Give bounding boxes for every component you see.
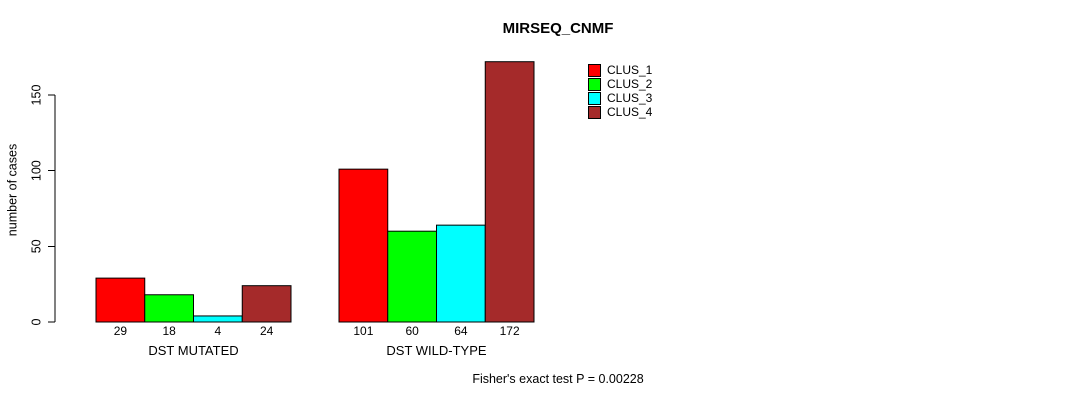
bar-value-label: 172 — [500, 324, 520, 338]
legend-item-clus-1: CLUS_1 — [588, 63, 652, 77]
legend-item-label: CLUS_2 — [607, 77, 653, 91]
legend: CLUS_1 CLUS_2 CLUS_3 CLUS_4 — [588, 63, 652, 119]
y-tick-label: 100 — [29, 160, 43, 181]
bar-value-label: 4 — [215, 324, 222, 338]
bar-value-label: 29 — [114, 324, 128, 338]
bar-value-label: 64 — [454, 324, 468, 338]
y-tick-label: 0 — [29, 318, 43, 325]
chart-footnote: Fisher's exact test P = 0.00228 — [472, 372, 644, 386]
bar-clus-3-dst-wild-type — [436, 224, 486, 323]
category-label-dst-wild-type: DST WILD-TYPE — [386, 343, 486, 358]
legend-swatch-clus-2 — [588, 77, 601, 91]
bar-clus-3-dst-mutated — [193, 315, 243, 323]
legend-item-label: CLUS_4 — [607, 105, 653, 119]
bar-value-label: 101 — [353, 324, 373, 338]
legend-item-label: CLUS_1 — [607, 63, 653, 77]
legend-item-label: CLUS_3 — [607, 91, 653, 105]
y-tick-label: 50 — [29, 239, 43, 253]
bar-clus-2-dst-mutated — [144, 294, 194, 323]
category-label-dst-mutated: DST MUTATED — [148, 343, 238, 358]
bar-value-label: 60 — [405, 324, 419, 338]
legend-item-clus-4: CLUS_4 — [588, 105, 652, 119]
bar-clus-4-dst-mutated — [241, 285, 292, 323]
y-axis-title: number of cases — [5, 144, 19, 236]
legend-item-clus-2: CLUS_2 — [588, 77, 652, 91]
legend-swatch-clus-3 — [588, 91, 601, 105]
bar-value-label: 24 — [260, 324, 274, 338]
legend-swatch-clus-1 — [588, 63, 601, 77]
bar-clus-2-dst-wild-type — [387, 230, 437, 323]
bar-clus-4-dst-wild-type — [484, 61, 535, 323]
bar-clus-1-dst-wild-type — [338, 168, 389, 323]
legend-item-clus-3: CLUS_3 — [588, 91, 652, 105]
y-tick-label: 150 — [29, 85, 43, 106]
chart-title: MIRSEQ_CNMF — [502, 20, 614, 37]
bar-value-label: 18 — [162, 324, 176, 338]
legend-swatch-clus-4 — [588, 105, 601, 119]
bar-clus-1-dst-mutated — [95, 277, 146, 323]
